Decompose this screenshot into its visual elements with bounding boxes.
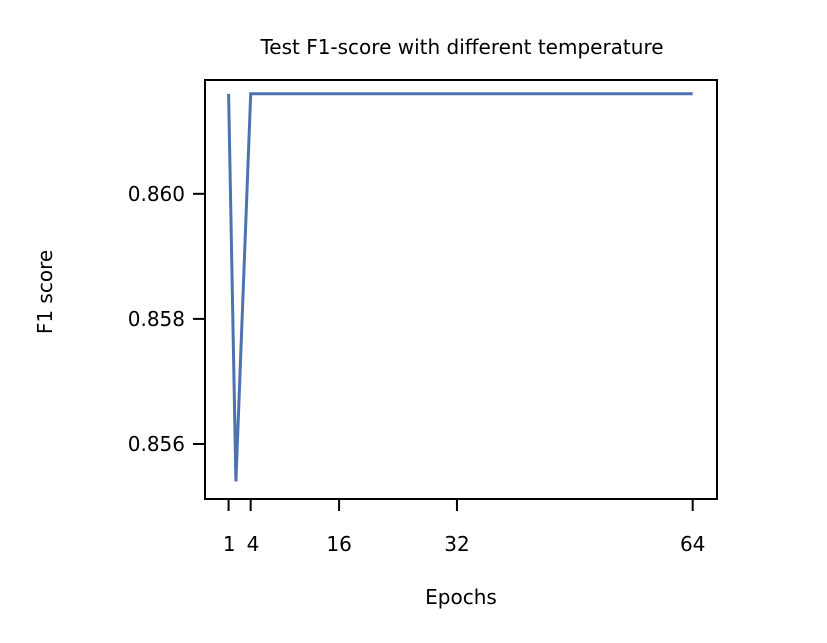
y-tick-label: 0.860 — [128, 182, 185, 206]
series-line — [227, 92, 693, 482]
y-tick-label: 0.858 — [128, 307, 185, 331]
x-tick-label: 16 — [326, 532, 351, 556]
x-axis: 1 4 16 32 64 — [223, 499, 705, 556]
x-tick-label: 32 — [444, 532, 469, 556]
chart-title: Test F1-score with different temperature — [259, 35, 663, 59]
y-tick-label: 0.856 — [128, 432, 185, 456]
x-tick-label: 4 — [247, 532, 260, 556]
x-axis-label: Epochs — [425, 585, 497, 609]
y-axis-label: F1 score — [33, 250, 57, 334]
plot-area — [204, 79, 718, 500]
series-layer — [227, 92, 693, 482]
y-axis: 0.856 0.858 0.860 — [128, 182, 205, 456]
x-tick-label: 1 — [223, 532, 236, 556]
x-tick-label: 64 — [680, 532, 705, 556]
